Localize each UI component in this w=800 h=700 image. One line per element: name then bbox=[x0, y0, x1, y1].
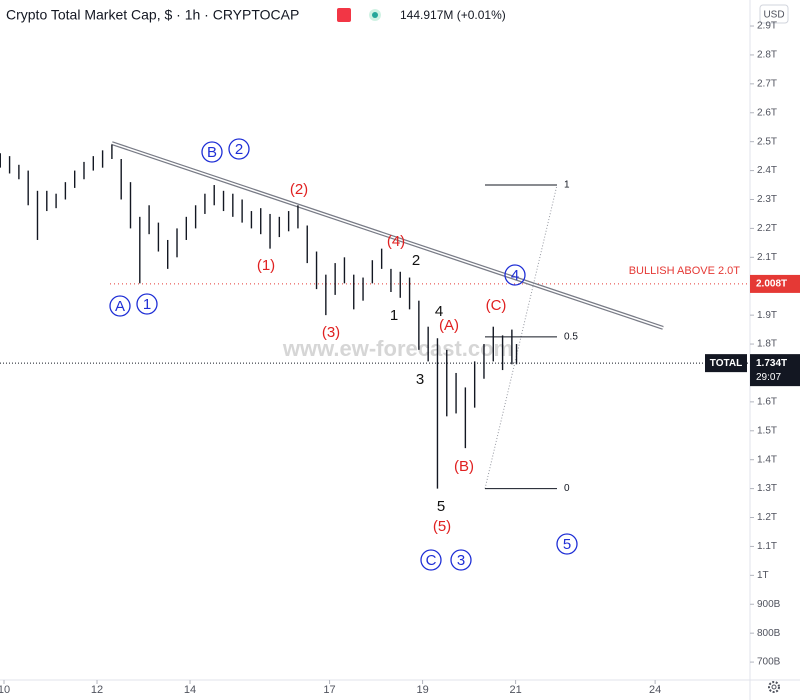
y-tick-label: 1.3T bbox=[757, 483, 777, 494]
trendline-inner bbox=[111, 142, 664, 329]
wave-circle bbox=[556, 533, 578, 555]
y-tick-label: 2.2T bbox=[757, 223, 777, 234]
wave-circle bbox=[136, 293, 158, 315]
fib-level-label: 1 bbox=[564, 180, 570, 191]
wave-label: 3 bbox=[416, 371, 424, 388]
y-tick-label: 700B bbox=[757, 657, 781, 668]
y-tick-label: 2.7T bbox=[757, 78, 777, 89]
wave-label: 2 bbox=[235, 141, 243, 158]
wave-circle bbox=[109, 295, 131, 317]
y-tick-label: 2.5T bbox=[757, 136, 777, 147]
y-tick-label: 1.8T bbox=[757, 339, 777, 350]
wave-label: 2 bbox=[412, 252, 420, 269]
wave-label: (4) bbox=[387, 233, 405, 250]
wave-label: 5 bbox=[437, 498, 445, 515]
x-tick-label: 21 bbox=[509, 684, 521, 696]
gear-hub bbox=[771, 684, 777, 690]
wave-label: B bbox=[207, 144, 217, 161]
y-tick-label: 1.2T bbox=[757, 512, 777, 523]
wave-label: 1 bbox=[143, 296, 151, 313]
y-tick-label: 2.8T bbox=[757, 50, 777, 61]
wave-label: C bbox=[426, 552, 437, 569]
wave-label: 1 bbox=[390, 307, 398, 324]
wave-label: (3) bbox=[322, 324, 340, 341]
wave-circle bbox=[228, 138, 250, 160]
y-tick-label: 800B bbox=[757, 628, 781, 639]
wave-label: (B) bbox=[454, 458, 474, 475]
wave-label: A bbox=[115, 298, 125, 315]
y-tick-label: 1T bbox=[757, 570, 769, 581]
bullish-level-text: BULLISH ABOVE 2.0T bbox=[629, 265, 741, 277]
wave-label: 4 bbox=[511, 267, 519, 284]
wave-label: 3 bbox=[457, 552, 465, 569]
y-tick-label: 1.1T bbox=[757, 541, 777, 552]
x-tick-label: 19 bbox=[416, 684, 428, 696]
y-tick-label: 1.9T bbox=[757, 310, 777, 321]
wave-label: (A) bbox=[439, 317, 459, 334]
y-tick-label: 2.4T bbox=[757, 165, 777, 176]
chart-title: Crypto Total Market Cap, $ · 1h · CRYPTO… bbox=[6, 7, 299, 23]
countdown: 29:07 bbox=[756, 372, 781, 383]
y-tick-label: 1.4T bbox=[757, 454, 777, 465]
gear[interactable] bbox=[768, 681, 780, 693]
last-price-label: 1.734T bbox=[756, 358, 787, 369]
y-tick-label: 1.5T bbox=[757, 425, 777, 436]
volume-value: 144.917M (+0.01%) bbox=[400, 8, 506, 22]
x-tick-label: 10 bbox=[0, 684, 10, 696]
bullish-level-label: 2.008T bbox=[756, 279, 787, 290]
wave-label: (C) bbox=[486, 297, 507, 314]
series-name-tag bbox=[705, 354, 747, 373]
wave-circle bbox=[450, 549, 472, 571]
y-tick-label: 2.3T bbox=[757, 194, 777, 205]
wave-circle bbox=[504, 264, 526, 286]
x-tick-label: 14 bbox=[184, 684, 196, 696]
watermark: www.ew-forecast.com bbox=[282, 336, 513, 361]
y-tick-label: 2.9T bbox=[757, 21, 777, 32]
x-tick-label: 24 bbox=[649, 684, 661, 696]
wave-circle bbox=[201, 141, 223, 163]
last-price-tag bbox=[750, 354, 800, 387]
y-tick-label: 900B bbox=[757, 599, 781, 610]
y-tick-label: 1.6T bbox=[757, 397, 777, 408]
status-dot bbox=[372, 12, 378, 18]
series-name: TOTAL bbox=[710, 358, 742, 369]
wave-circle bbox=[420, 549, 442, 571]
wave-label: (2) bbox=[290, 181, 308, 198]
fib-level-label: 0.5 bbox=[564, 331, 578, 342]
y-tick-label: 2.6T bbox=[757, 107, 777, 118]
alert-icon[interactable] bbox=[337, 8, 351, 22]
currency-label: USD bbox=[763, 10, 784, 21]
wave-label: (5) bbox=[433, 518, 451, 535]
bullish-level-tag bbox=[750, 274, 800, 293]
currency-button[interactable] bbox=[759, 4, 789, 24]
x-tick-label: 12 bbox=[91, 684, 103, 696]
wave-label: (1) bbox=[257, 257, 275, 274]
wave-label: 5 bbox=[563, 536, 571, 553]
fib-diagonal bbox=[484, 184, 558, 489]
settings-icon[interactable] bbox=[768, 681, 780, 693]
fib-level-label: 0 bbox=[564, 483, 570, 494]
y-tick-label: 2.1T bbox=[757, 252, 777, 263]
plot-area: www.ew-forecast.com BULLISH ABOVE 2.0T 1 0.… bbox=[0, 138, 750, 571]
wave-label: 4 bbox=[435, 303, 443, 320]
x-tick-label: 17 bbox=[323, 684, 335, 696]
